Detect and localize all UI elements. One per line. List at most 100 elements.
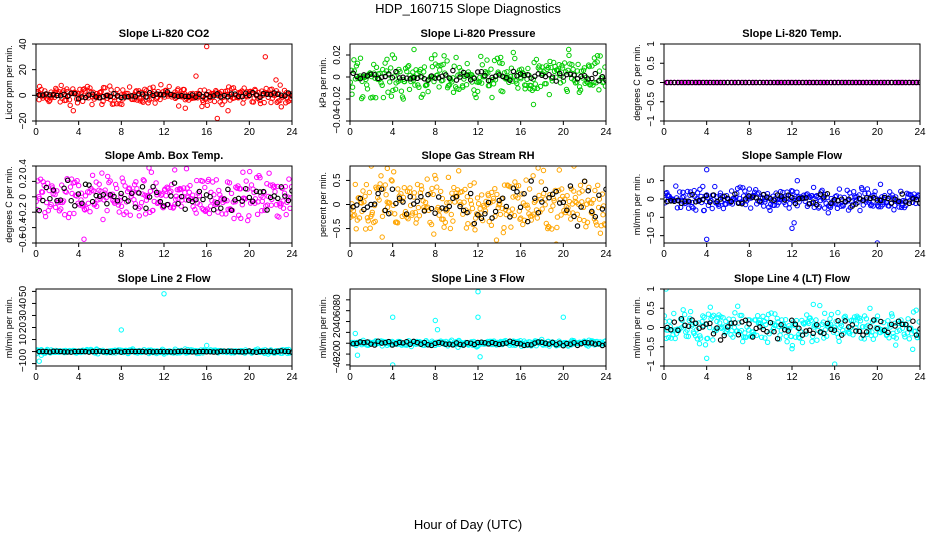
data-point [449,190,455,196]
mean-point [828,326,834,333]
mean-point [371,201,378,207]
mean-point [210,349,217,355]
data-point [204,102,211,109]
data-point [719,324,725,330]
mean-point [803,328,809,334]
data-point [118,193,124,199]
mean-point [671,79,678,86]
mean-point [499,341,506,347]
y-axis-label: ml/min per min. [4,297,14,359]
outlier-point [477,354,483,360]
mean-point [881,194,888,201]
data-point [742,201,749,208]
data-point [420,91,426,98]
data-point [105,173,111,180]
data-point [835,309,841,316]
data-point [479,62,485,68]
x-tick-label: 16 [201,127,213,138]
data-point [832,194,838,200]
data-point [682,311,688,318]
data-point [395,186,401,192]
data-point [593,219,599,225]
mean-point [175,200,181,207]
mean-point [789,194,795,201]
y-tick-label: 40 [332,316,343,328]
mean-point [40,92,46,98]
data-point [523,177,529,183]
mean-point [685,323,692,329]
data-point [823,333,830,339]
data-point [268,99,274,106]
data-point [484,57,490,63]
data-point [71,210,77,217]
data-point [387,79,393,85]
data-point [596,196,603,202]
data-point [808,317,814,324]
data-point [869,329,875,335]
mean-point [435,194,442,200]
mean-point [61,185,67,192]
mean-point [47,195,53,202]
data-point [414,216,420,222]
x-tick-label: 8 [433,127,439,138]
mean-point [125,348,131,355]
mean-point [386,338,392,345]
data-point [509,206,516,212]
x-tick-label: 8 [747,127,753,138]
data-point [475,88,481,95]
mean-point [239,198,245,204]
mean-point [842,198,848,205]
data-point [594,59,600,65]
data-point [530,173,536,179]
data-point [107,97,114,103]
data-point [392,86,399,92]
mean-point [824,79,831,86]
data-point [547,192,553,198]
mean-point [168,193,174,199]
data-point [494,55,500,61]
data-point [120,179,126,185]
x-tick-label: 20 [872,249,884,260]
mean-point [585,187,591,194]
data-point [412,209,418,216]
data-point [430,191,436,198]
data-point [87,209,93,215]
x-tick-label: 12 [472,372,484,383]
mean-point [89,91,96,97]
data-point [99,101,105,108]
outlier-point [704,236,710,243]
data-point [364,215,371,221]
data-point [474,195,481,201]
data-point [532,198,539,204]
data-point [524,202,530,208]
mean-point [778,193,784,200]
mean-point [824,320,831,327]
mean-point [700,79,706,86]
data-point [499,60,505,67]
mean-point [714,325,720,331]
mean-point [132,348,139,355]
mean-point [771,197,777,203]
mean-point [838,79,845,86]
data-point [223,211,229,217]
mean-point [157,348,164,355]
data-point [600,212,606,218]
data-point [709,205,715,212]
y-tick-label: −0.2 [18,202,29,222]
mean-point [129,93,135,99]
data-point [846,330,853,337]
data-point [518,215,524,221]
data-point [809,338,815,345]
mean-point [79,94,85,100]
y-tick-label: −1 [646,115,657,127]
mean-point [885,79,891,86]
data-point [378,80,384,86]
mean-point [888,79,895,86]
mean-point [250,198,256,204]
mean-point [899,191,905,197]
data-point [838,322,845,329]
mean-point [371,72,378,78]
data-point [138,199,145,206]
mean-point [264,207,270,213]
mean-point [503,203,510,210]
